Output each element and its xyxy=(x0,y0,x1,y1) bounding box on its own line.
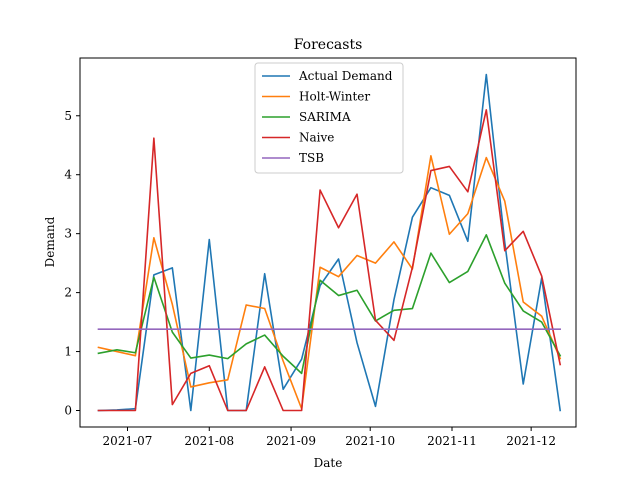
plot-frame xyxy=(79,57,577,428)
y-tick-label: 3 xyxy=(64,227,72,241)
x-tick-label: 2021-12 xyxy=(506,434,556,448)
y-tick-label: 0 xyxy=(64,403,72,417)
x-tick-label: 2021-09 xyxy=(266,434,316,448)
x-tick-label: 2021-08 xyxy=(184,434,234,448)
y-axis: 0 1 2 3 4 5 xyxy=(64,109,80,417)
x-axis: 2021-07 2021-08 2021-09 2021-10 2021-11 2021-… xyxy=(103,427,556,448)
y-axis-label: Demand xyxy=(43,216,57,267)
y-tick-label: 4 xyxy=(64,168,72,182)
y-tick-label: 2 xyxy=(64,286,72,300)
y-tick-label: 5 xyxy=(64,109,72,123)
legend: Actual Demand Holt-Winter SARIMA Naive TSB xyxy=(254,62,404,174)
legend-label: Actual Demand xyxy=(298,69,393,83)
legend-label: Naive xyxy=(299,131,334,145)
legend-label: TSB xyxy=(299,151,324,165)
legend-label: SARIMA xyxy=(299,110,351,124)
legend-label: Holt-Winter xyxy=(299,90,370,104)
chart-title: Forecasts xyxy=(294,37,363,53)
legend-box xyxy=(254,62,404,174)
y-tick-label: 1 xyxy=(64,345,72,359)
series-line-sarima xyxy=(97,234,562,375)
x-tick-label: 2021-07 xyxy=(103,434,153,448)
series-line-holt-winter xyxy=(97,155,562,410)
x-axis-label: Date xyxy=(314,456,343,470)
x-tick-label: 2021-11 xyxy=(427,434,477,448)
series-layer xyxy=(97,73,562,412)
x-tick-label: 2021-10 xyxy=(345,434,395,448)
series-line-naive xyxy=(97,109,562,412)
